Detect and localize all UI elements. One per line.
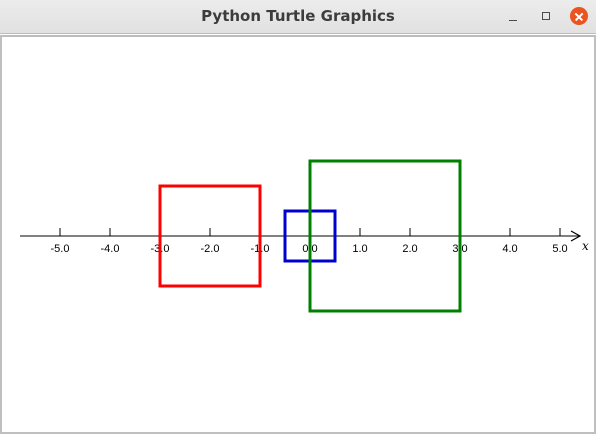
- close-icon: [570, 7, 588, 25]
- x-axis-arrow: [570, 230, 582, 242]
- tick-label: -5.0: [51, 243, 70, 255]
- tick-label: 1.0: [352, 243, 367, 255]
- turtle-canvas[interactable]: -5.0 -4.0 -3.0 -2.0 -1.0 0.0 1.0 2.0 3.0 4.0 5.0 x: [0, 35, 596, 434]
- maximize-button[interactable]: [536, 6, 556, 26]
- window-title: Python Turtle Graphics: [201, 7, 395, 25]
- tick-label: 5.0: [552, 243, 567, 255]
- close-button[interactable]: [569, 6, 589, 26]
- tick-label: 2.0: [402, 243, 417, 255]
- number-line-plot: -5.0 -4.0 -3.0 -2.0 -1.0 0.0 1.0 2.0 3.0 4.0 5.0 x: [20, 159, 589, 313]
- tick-label: -4.0: [101, 243, 120, 255]
- tick-label: 4.0: [502, 243, 517, 255]
- tick-label: -2.0: [201, 243, 220, 255]
- square-1: [158, 184, 262, 288]
- square-3: [308, 159, 462, 313]
- title-bar[interactable]: Python Turtle Graphics: [0, 0, 596, 34]
- minimize-button[interactable]: [503, 6, 523, 26]
- maximize-icon: [542, 12, 550, 20]
- minimize-icon: [509, 19, 517, 21]
- x-axis-label: x: [582, 239, 589, 253]
